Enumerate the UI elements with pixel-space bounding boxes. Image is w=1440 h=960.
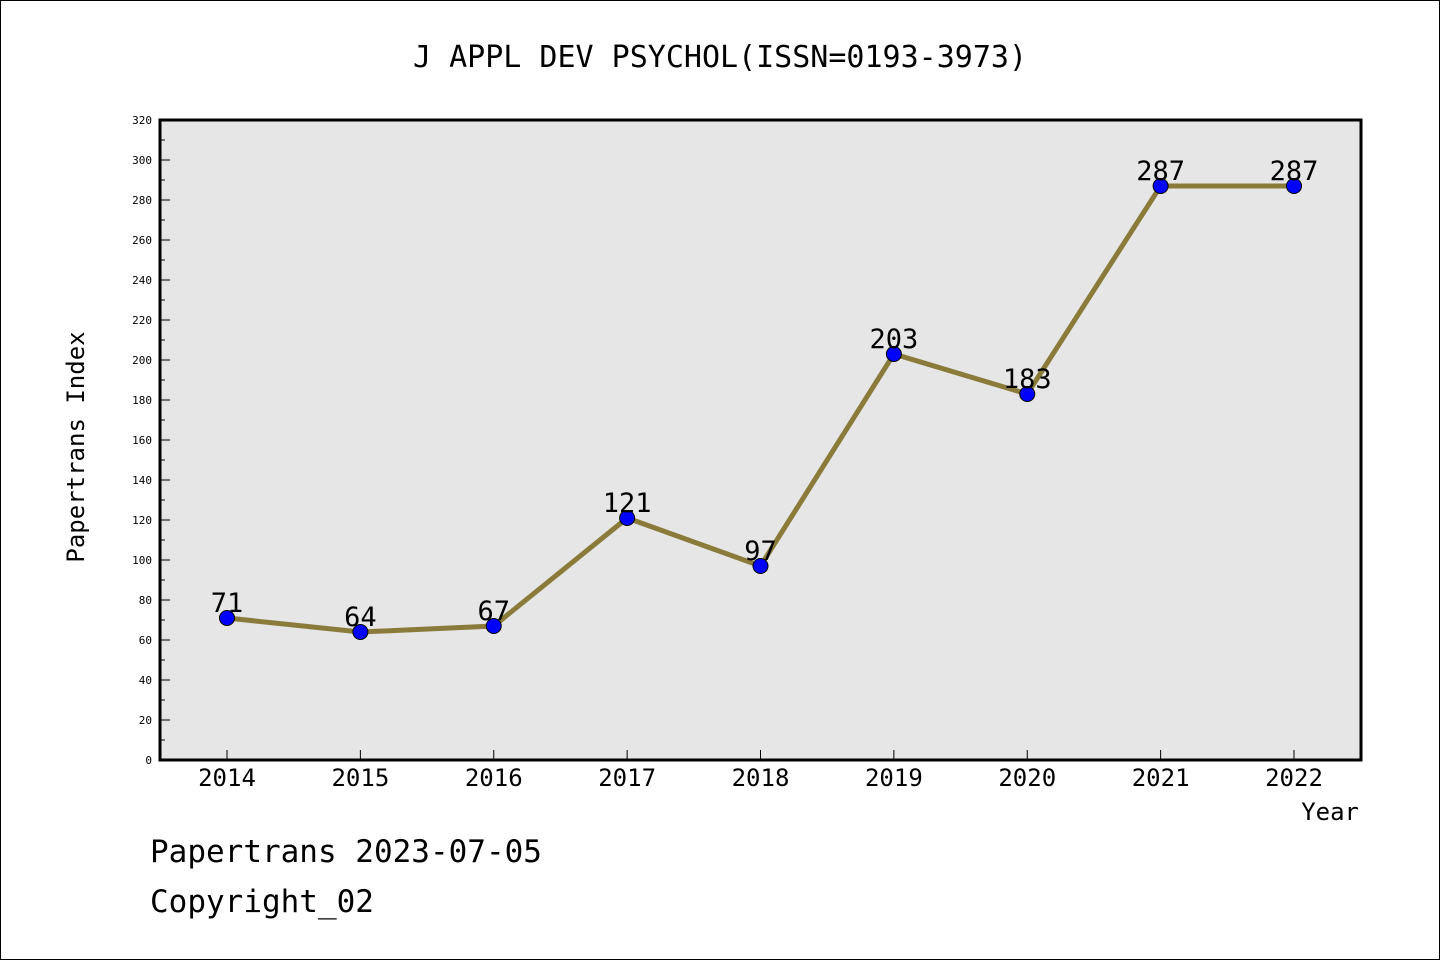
data-label: 203 xyxy=(869,324,918,355)
data-label: 67 xyxy=(477,596,510,627)
data-label: 183 xyxy=(1003,364,1052,395)
data-point xyxy=(1152,178,1169,194)
data-label: 64 xyxy=(344,602,377,633)
data-point xyxy=(219,610,235,626)
plot-border xyxy=(158,118,1363,762)
y-tick-label: 120 xyxy=(132,514,152,527)
data-label: 121 xyxy=(603,488,652,519)
x-axis: 2014 2015 2016 2017 2018 2019 2020 2021 2022 xyxy=(198,750,1323,792)
x-tick-label: 2014 xyxy=(198,764,256,792)
data-point xyxy=(619,510,636,526)
y-tick-label: 260 xyxy=(132,234,152,247)
y-tick-label: 140 xyxy=(132,474,152,487)
y-axis: 0 20 40 60 80 100 120 140 160 180 200 220 240 260 280 3… xyxy=(132,114,170,767)
data-point xyxy=(485,618,502,634)
plot-area xyxy=(160,120,1361,760)
data-label: 287 xyxy=(1270,156,1319,187)
y-tick-label: 300 xyxy=(132,154,152,167)
y-tick-label: 0 xyxy=(145,754,152,767)
x-tick-label: 2015 xyxy=(331,764,389,792)
footer-date: Papertrans 2023-07-05 xyxy=(150,834,542,870)
y-tick-label: 40 xyxy=(139,674,152,687)
y-tick-label: 280 xyxy=(132,194,152,207)
y-tick-label: 220 xyxy=(132,314,152,327)
y-tick-label: 60 xyxy=(139,634,152,647)
y-tick-label: 200 xyxy=(132,354,152,367)
y-tick-label: 80 xyxy=(139,594,152,607)
x-tick-label: 2020 xyxy=(998,764,1056,792)
x-tick-label: 2018 xyxy=(732,764,790,792)
y-tick-label: 180 xyxy=(132,394,152,407)
y-tick-label: 160 xyxy=(132,434,152,447)
data-label: 97 xyxy=(744,536,777,567)
data-point xyxy=(1286,178,1302,194)
y-tick-label: 320 xyxy=(132,114,152,127)
data-label: 71 xyxy=(211,588,244,619)
y-tick-label: 240 xyxy=(132,274,152,287)
data-point xyxy=(752,558,769,574)
footer-copyright: Copyright_02 xyxy=(150,884,374,920)
x-tick-label: 2022 xyxy=(1265,764,1323,792)
y-tick-label: 20 xyxy=(139,714,152,727)
y-tick-label: 100 xyxy=(132,554,152,567)
x-tick-label: 2016 xyxy=(465,764,523,792)
series-group: 71 64 67 121 97 203 183 287 287 xyxy=(211,156,1319,640)
x-tick-label: 2017 xyxy=(598,764,656,792)
data-point xyxy=(1019,386,1036,402)
x-axis-label: Year xyxy=(1301,798,1359,826)
data-point xyxy=(352,624,369,640)
x-tick-label: 2019 xyxy=(865,764,923,792)
x-tick-label: 2021 xyxy=(1132,764,1190,792)
data-point xyxy=(885,346,902,362)
y-axis-label: Papertrans Index xyxy=(62,331,90,562)
data-label: 287 xyxy=(1136,156,1185,187)
chart-title: J APPL DEV PSYCHOL(ISSN=0193-3973) xyxy=(413,40,1027,75)
